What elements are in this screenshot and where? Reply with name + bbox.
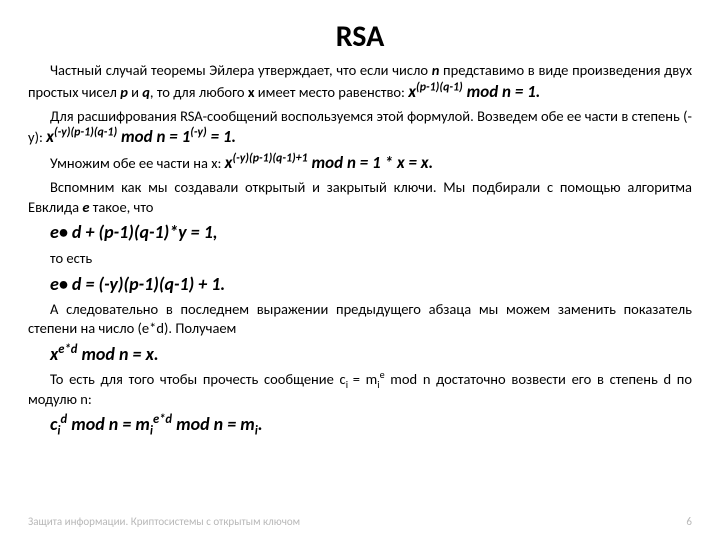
formula-7: cid mod n = mie*d mod n = mi. — [28, 412, 692, 437]
paragraph-4: Вспомним как мы создавали открытый и зак… — [28, 178, 692, 217]
paragraph-3: Умножим обе ее части на x: x(-y)(p-1)(q-… — [28, 152, 692, 175]
paragraph-6: А следовательно в последнем выражении пр… — [28, 300, 692, 339]
paragraph-5: то есть — [28, 248, 692, 268]
formula-6: xe*d mod n = x. — [28, 342, 692, 367]
paragraph-2: Для расшифрования RSA-сообщений воспольз… — [28, 107, 692, 150]
slide-number: 6 — [686, 515, 692, 528]
formula-4: e• d + (p-1)(q-1)*y = 1, — [28, 220, 692, 245]
paragraph-1: Частный случай теоремы Эйлера утверждает… — [28, 61, 692, 104]
formula-5: e• d = (-y)(p-1)(q-1) + 1. — [28, 272, 692, 297]
footer-text: Защита информации. Криптосистемы с откры… — [28, 515, 300, 528]
slide-title: RSA — [28, 18, 692, 55]
paragraph-7: То есть для того чтобы прочесть сообщени… — [28, 370, 692, 409]
